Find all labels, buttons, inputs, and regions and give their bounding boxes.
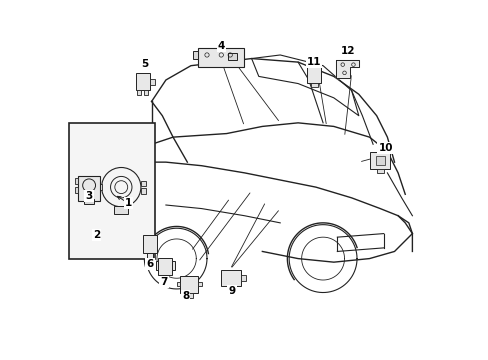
Bar: [144, 90, 148, 95]
Bar: [146, 253, 153, 258]
Bar: [226, 286, 235, 291]
Polygon shape: [335, 60, 358, 78]
Bar: [137, 90, 141, 95]
Bar: [370, 152, 389, 169]
Text: 9: 9: [228, 286, 235, 296]
Bar: [135, 73, 149, 90]
Bar: [142, 235, 157, 253]
Text: 12: 12: [340, 46, 355, 57]
Bar: [307, 67, 320, 83]
Bar: [149, 79, 155, 85]
Bar: [78, 176, 100, 201]
Bar: [75, 178, 78, 184]
Bar: [114, 206, 128, 214]
Text: 5: 5: [141, 59, 148, 69]
Bar: [308, 63, 312, 67]
Bar: [198, 48, 244, 67]
Bar: [375, 156, 384, 165]
Bar: [228, 53, 237, 60]
Bar: [376, 169, 383, 173]
Text: 8: 8: [182, 291, 189, 301]
Bar: [83, 199, 94, 204]
Text: 11: 11: [306, 57, 321, 67]
Bar: [184, 293, 193, 298]
Text: 2: 2: [92, 230, 100, 240]
Bar: [158, 258, 172, 275]
Text: 3: 3: [85, 191, 93, 201]
Bar: [176, 282, 180, 287]
Bar: [310, 83, 317, 87]
Bar: [96, 184, 102, 190]
Bar: [141, 181, 146, 186]
Bar: [221, 270, 241, 286]
Bar: [141, 188, 146, 194]
Text: 10: 10: [378, 143, 392, 153]
Text: 7: 7: [160, 277, 167, 287]
Text: 1: 1: [124, 198, 132, 208]
Bar: [198, 282, 201, 287]
Bar: [180, 276, 198, 293]
Bar: [69, 123, 155, 258]
Bar: [155, 261, 158, 270]
Text: 4: 4: [217, 41, 224, 51]
Bar: [192, 51, 198, 59]
Bar: [172, 261, 174, 270]
Bar: [241, 275, 245, 281]
Bar: [315, 63, 319, 67]
Bar: [75, 187, 78, 193]
Text: 6: 6: [146, 259, 153, 269]
Bar: [376, 148, 383, 152]
